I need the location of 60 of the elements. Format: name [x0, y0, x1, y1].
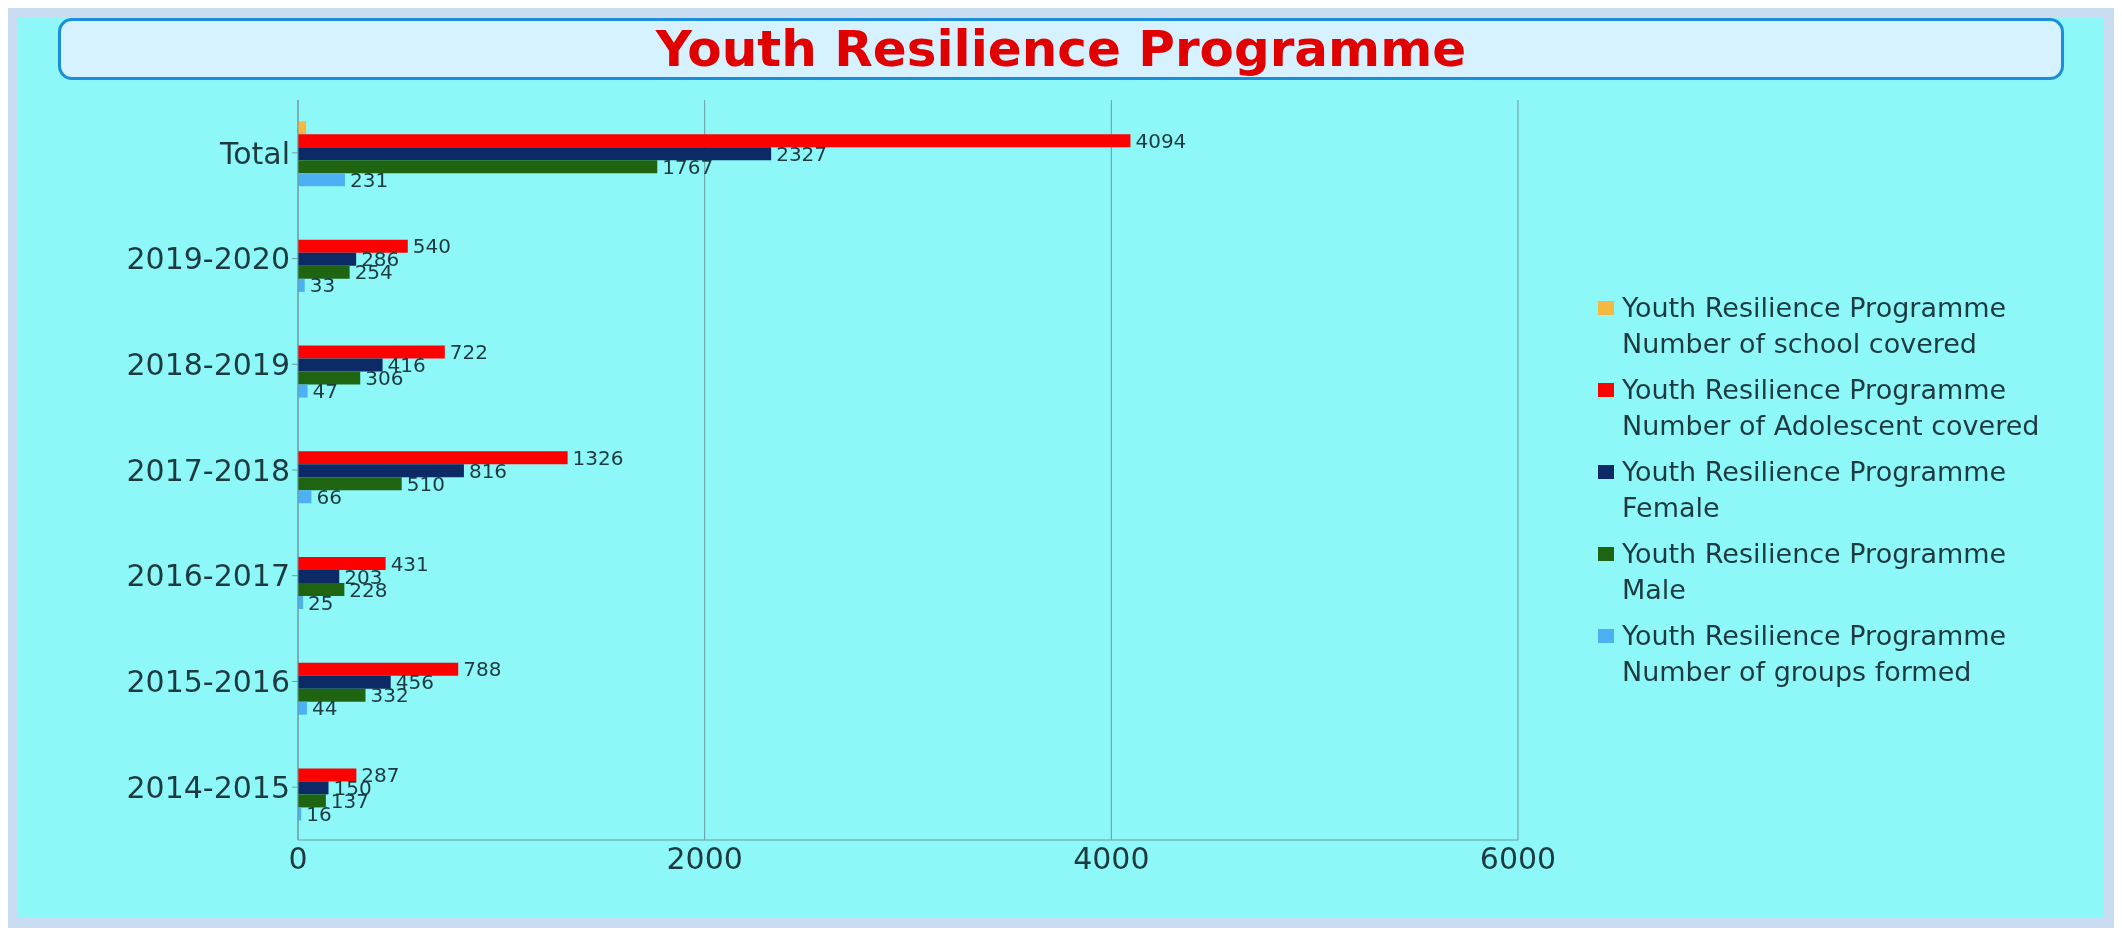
data-label: 66: [316, 484, 342, 509]
bar: [298, 239, 408, 253]
bar: [298, 451, 568, 465]
bar: [298, 173, 345, 187]
bar: [298, 477, 402, 491]
bar: [298, 570, 340, 583]
y-tick-label: 2018-2019: [126, 346, 290, 382]
data-label: 540: [412, 234, 451, 259]
x-tick-label: 0: [288, 841, 308, 877]
bar: [298, 252, 357, 266]
bar: [298, 265, 350, 279]
data-label: 231: [349, 167, 389, 192]
bar: [298, 662, 459, 676]
x-tick-label: 4000: [1073, 841, 1150, 877]
x-tick-label: 6000: [1479, 841, 1557, 877]
bar: [298, 768, 357, 782]
bar: [298, 134, 1131, 148]
bar: [298, 688, 366, 702]
bar: [298, 345, 445, 359]
bar: [298, 794, 326, 808]
x-tick-label: 2000: [666, 841, 743, 877]
y-tick-label: 2014-2015: [126, 769, 290, 805]
data-label: 47: [312, 379, 339, 404]
legend-label: Youth Resilience Programme Number of Adolescent covered: [1622, 373, 2041, 443]
bar: [298, 490, 312, 504]
bar: [298, 358, 383, 372]
data-label: 4094: [1135, 128, 1187, 153]
legend-label: Youth Resilience Programme Male: [1622, 537, 2008, 607]
legend-label: Youth Resilience Programme Number of school covered: [1622, 291, 2008, 361]
data-label: 44: [311, 696, 338, 721]
data-label: 1326: [572, 445, 624, 470]
bar: [298, 701, 307, 715]
bar: [298, 278, 305, 292]
bar: [298, 675, 391, 689]
bar: [298, 781, 329, 795]
bar: [298, 557, 386, 570]
y-tick-label: Total: [218, 135, 290, 171]
y-tick-label: 2019-2020: [126, 241, 290, 277]
y-tick-label: 2017-2018: [126, 452, 290, 488]
data-label: 2327: [776, 141, 828, 166]
bar: [298, 464, 464, 478]
y-tick-label: 2015-2016: [126, 664, 290, 700]
bar: [298, 147, 772, 161]
bar: [298, 583, 345, 596]
data-label: 1767: [662, 154, 714, 179]
bar: [298, 371, 361, 385]
chart-title: Youth Resilience Programme: [655, 20, 1467, 78]
data-label: 16: [306, 802, 332, 827]
y-tick-label: 2016-2017: [126, 558, 290, 594]
legend-label: Youth Resilience Programme Female: [1622, 455, 2008, 525]
data-label: 25: [308, 590, 334, 615]
data-label: 816: [468, 458, 508, 483]
data-label: 33: [309, 273, 336, 298]
data-label: 722: [449, 340, 488, 365]
legend-label: Youth Resilience Programme Number of groups formed: [1622, 619, 2008, 689]
bar: [298, 160, 658, 174]
bar: [298, 384, 308, 398]
data-label: 510: [406, 471, 445, 496]
data-label: 788: [463, 657, 502, 682]
data-label: 431: [390, 551, 429, 576]
